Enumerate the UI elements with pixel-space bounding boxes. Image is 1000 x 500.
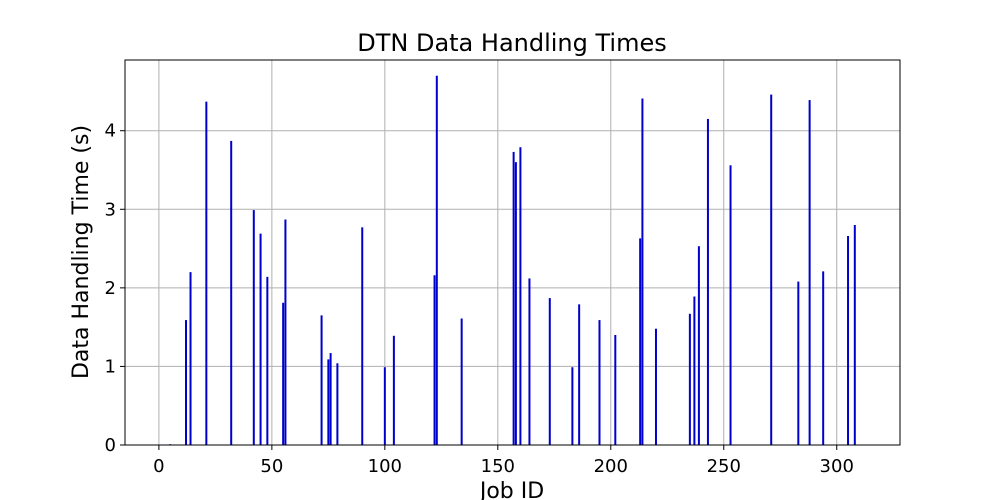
bar [320, 315, 323, 445]
y-axis-label: Data Handling Time (s) [69, 125, 94, 379]
bar [641, 98, 644, 445]
bar [847, 236, 850, 445]
bar [383, 367, 386, 445]
bar [808, 100, 811, 446]
bar [361, 227, 364, 445]
x-tick-label: 200 [594, 456, 628, 477]
bar [259, 233, 262, 445]
bars [169, 75, 856, 446]
x-tick-label: 250 [707, 456, 741, 477]
x-gridlines [158, 60, 838, 445]
bar [614, 335, 617, 445]
x-tick-label: 300 [820, 456, 854, 477]
bar [435, 75, 438, 445]
x-tick-label: 100 [368, 456, 402, 477]
bar [729, 165, 732, 446]
x-tick-label: 0 [153, 456, 164, 477]
bar [822, 271, 825, 445]
bar [639, 238, 642, 445]
bar [528, 278, 531, 445]
bar [688, 313, 691, 445]
bar [284, 219, 287, 445]
bar [189, 272, 192, 445]
x-tick-label: 150 [481, 456, 515, 477]
bar [693, 296, 696, 445]
bar [460, 318, 463, 445]
bar [336, 363, 339, 445]
x-axis-label: Job ID [478, 479, 544, 500]
bar [598, 320, 601, 445]
y-axis-ticks: 0 1 2 3 4 [105, 121, 125, 456]
y-tick-label: 0 [105, 435, 116, 456]
bar [266, 276, 269, 445]
bar [205, 101, 208, 446]
bar [433, 275, 436, 445]
y-tick-label: 4 [105, 121, 116, 142]
plot-frame [124, 59, 901, 446]
y-gridlines [125, 130, 900, 446]
bar [282, 302, 285, 445]
bar [230, 140, 233, 445]
chart-title: DTN Data Handling Times [357, 29, 667, 57]
bar [512, 151, 515, 445]
y-tick-label: 1 [105, 356, 116, 377]
bar [185, 320, 188, 445]
bar [514, 162, 517, 445]
bar [797, 281, 800, 445]
bar [770, 94, 773, 446]
bar [654, 328, 657, 445]
bar [252, 210, 255, 445]
bar [548, 298, 551, 445]
y-tick-label: 2 [105, 278, 116, 299]
x-tick-label: 50 [260, 456, 283, 477]
bar [853, 225, 856, 445]
bar [327, 359, 330, 445]
x-axis-ticks: 0 50 100 150 200 250 300 [153, 445, 854, 477]
bar [578, 304, 581, 445]
bar [706, 118, 709, 445]
bar [519, 147, 522, 445]
y-tick-label: 3 [105, 199, 116, 220]
bar [571, 367, 574, 445]
bar [697, 246, 700, 445]
bar [392, 335, 395, 445]
bar [329, 353, 332, 445]
